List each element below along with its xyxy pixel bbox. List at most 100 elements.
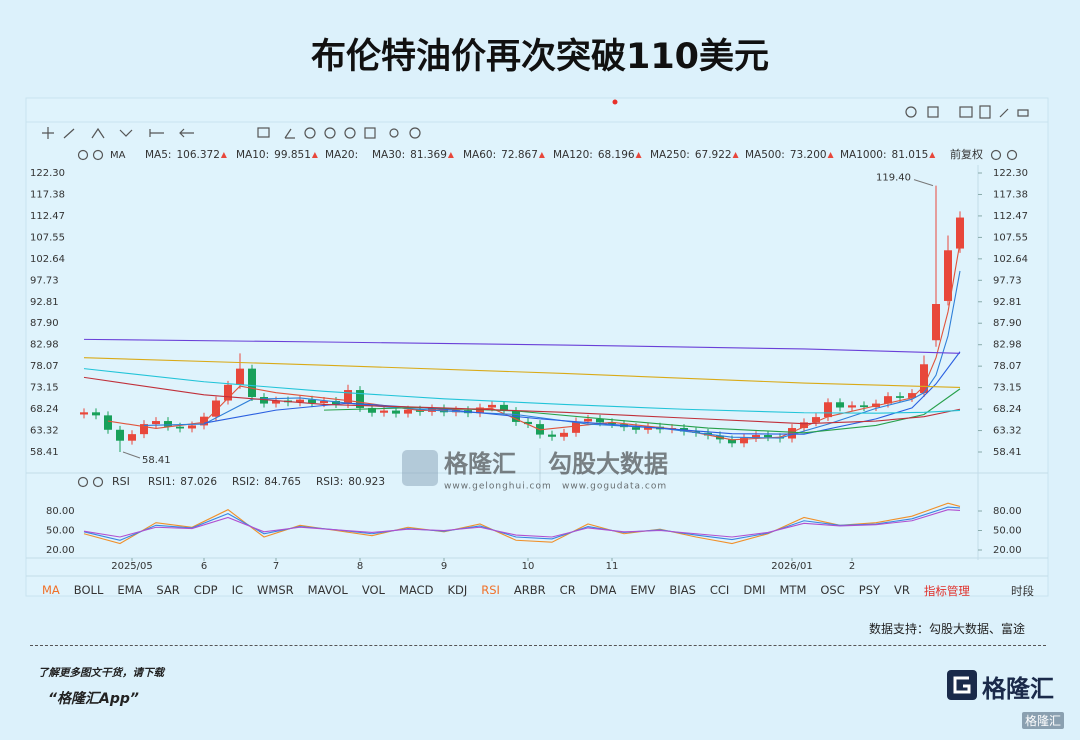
- link-tool[interactable]: [389, 128, 399, 138]
- candle-body: [956, 217, 964, 249]
- indicator-option[interactable]: MA: [42, 583, 60, 597]
- x-tick-label: 10: [522, 561, 535, 572]
- indicator-option[interactable]: VR: [894, 583, 910, 597]
- layout-button[interactable]: [1017, 109, 1029, 117]
- hide-tool[interactable]: [344, 127, 356, 139]
- indicator-option[interactable]: KDJ: [447, 583, 468, 597]
- magnet-tool[interactable]: [304, 127, 316, 139]
- indicator-option[interactable]: BIAS: [669, 583, 696, 597]
- legend-name: MA60:: [463, 149, 496, 161]
- candle-body: [908, 393, 916, 398]
- indicator-option[interactable]: OSC: [820, 583, 845, 597]
- pen-button[interactable]: [999, 108, 1009, 118]
- rsi-close[interactable]: [92, 476, 104, 488]
- rsi-settings[interactable]: [77, 476, 89, 488]
- y-tick-label: 63.32: [30, 426, 59, 437]
- settings-tool[interactable]: [409, 127, 421, 139]
- y-tick-label: 78.07: [993, 361, 1022, 372]
- legend-entry: RSI1: 87.026: [148, 476, 217, 488]
- arrow-tool[interactable]: [179, 128, 194, 138]
- series-line: [83, 506, 961, 541]
- fork-tool[interactable]: [119, 129, 133, 137]
- y-tick-label: 97.73: [30, 275, 59, 286]
- y-tick-label: 102.64: [993, 254, 1028, 265]
- crosshair-tool[interactable]: [42, 127, 54, 139]
- line-tool[interactable]: [63, 128, 75, 139]
- candle-body: [308, 399, 316, 404]
- indicator-option[interactable]: ARBR: [513, 583, 546, 597]
- angle-tool[interactable]: [284, 128, 295, 139]
- legend-value: 81.015: [892, 149, 929, 161]
- ma-settings[interactable]: [77, 149, 89, 161]
- legend-arrow: [311, 152, 318, 158]
- candle-body: [884, 396, 892, 404]
- toggle-box[interactable]: [927, 106, 939, 118]
- legend-entry: MA250: 67.922: [650, 149, 732, 161]
- indicator-option[interactable]: CCI: [709, 583, 730, 597]
- indicator-option[interactable]: WMSR: [257, 583, 294, 597]
- settings-button[interactable]: [905, 106, 917, 118]
- candle-body: [752, 435, 760, 439]
- indicator-option[interactable]: EMA: [117, 583, 143, 597]
- x-tick-label: 2026/01: [771, 561, 813, 572]
- legend-value: 80.923: [348, 476, 385, 488]
- indicator-option[interactable]: IC: [231, 583, 244, 597]
- candle-body: [836, 402, 844, 408]
- measure-tool[interactable]: [149, 129, 164, 137]
- delete-tool[interactable]: [364, 127, 376, 139]
- indicator-option[interactable]: CDP: [193, 583, 218, 597]
- y-tick-label: 50.00: [993, 526, 1022, 537]
- y-tick-label: 107.55: [30, 232, 65, 243]
- legend-entry: MA20:: [325, 149, 358, 161]
- y-tick-label: 80.00: [46, 506, 75, 517]
- indicator-option[interactable]: MACD: [398, 583, 434, 597]
- edit-button[interactable]: [979, 105, 991, 119]
- y-tick-label: 102.64: [30, 254, 65, 265]
- indicator-option[interactable]: CR: [559, 583, 576, 597]
- legend-name: MA20:: [325, 149, 358, 161]
- indicator-manage[interactable]: 指标管理: [923, 584, 970, 598]
- indicator-option[interactable]: SAR: [156, 583, 180, 597]
- candle-body: [380, 410, 388, 413]
- indicator-option[interactable]: VOL: [361, 583, 385, 597]
- legend-arrow: [635, 152, 642, 158]
- session-button[interactable]: 时段: [1011, 584, 1034, 598]
- y-tick-label: 122.30: [30, 168, 65, 179]
- indicator-option[interactable]: PSY: [858, 583, 881, 597]
- eye-tool[interactable]: [324, 127, 336, 139]
- y-tick-label: 87.90: [993, 318, 1022, 329]
- drawing-tools[interactable]: [42, 105, 1029, 488]
- candle-body: [344, 390, 352, 405]
- candle-body: [476, 407, 484, 414]
- indicator-option[interactable]: RSI: [481, 583, 500, 597]
- note-tool[interactable]: [257, 127, 270, 138]
- indicator-option[interactable]: MTM: [779, 583, 807, 597]
- candle-body: [860, 405, 868, 408]
- rsi-title: RSI: [112, 475, 130, 488]
- y-tick-label: 63.32: [993, 426, 1022, 437]
- indicator-option[interactable]: EMV: [630, 583, 656, 597]
- zoom-in[interactable]: [1006, 149, 1018, 161]
- ma-close[interactable]: [92, 149, 104, 161]
- indicator-option[interactable]: DMA: [589, 583, 617, 597]
- adjust-mode[interactable]: 前复权: [950, 147, 983, 161]
- camera-button[interactable]: [959, 106, 973, 118]
- legend-name: MA5:: [145, 149, 171, 161]
- series-line: [83, 509, 961, 538]
- y-tick-label: 73.15: [30, 383, 59, 394]
- indicator-option[interactable]: BOLL: [73, 583, 104, 597]
- candle-body: [188, 425, 196, 429]
- zoom-out[interactable]: [990, 149, 1002, 161]
- candle-body: [404, 409, 412, 414]
- x-tick-label: 11: [606, 561, 619, 572]
- channel-tool[interactable]: [91, 127, 105, 139]
- indicator-option[interactable]: DMI: [743, 583, 766, 597]
- y-tick-label: 58.41: [30, 447, 59, 458]
- y-tick-label: 82.98: [993, 340, 1022, 351]
- legend-entry: MA60: 72.867: [463, 149, 538, 161]
- legend-entry: MA500: 73.200: [745, 149, 827, 161]
- candle-body: [824, 402, 832, 418]
- indicator-option[interactable]: MAVOL: [307, 583, 348, 597]
- candle-body: [332, 400, 340, 405]
